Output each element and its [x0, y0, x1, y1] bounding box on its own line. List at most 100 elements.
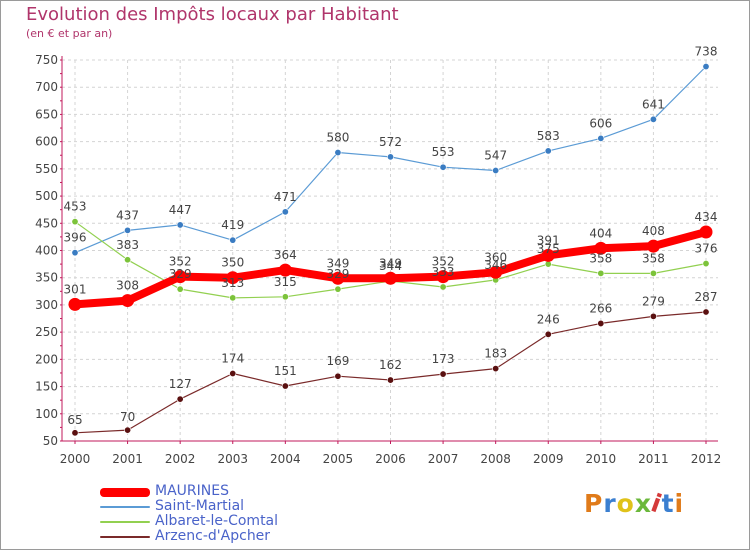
x-tick-label: 2005 — [323, 452, 354, 466]
data-point — [71, 249, 79, 257]
x-tick-label: 2009 — [533, 452, 564, 466]
data-point — [649, 312, 657, 320]
data-label: 447 — [169, 203, 192, 217]
data-label: 329 — [326, 267, 349, 281]
data-label: 333 — [432, 265, 455, 279]
data-label: 434 — [695, 210, 718, 224]
data-point — [699, 225, 713, 239]
x-tick-label: 2010 — [586, 452, 617, 466]
data-label: 641 — [642, 97, 665, 111]
data-point — [71, 429, 79, 437]
data-point — [334, 149, 342, 157]
data-point — [281, 382, 289, 390]
data-point — [597, 319, 605, 327]
data-point — [544, 330, 552, 338]
data-point — [439, 283, 447, 291]
data-label: 350 — [221, 256, 244, 270]
data-label: 408 — [642, 224, 665, 238]
data-label: 375 — [537, 242, 560, 256]
data-point — [331, 271, 345, 285]
x-tick-label: 2007 — [428, 452, 459, 466]
data-label: 315 — [274, 275, 297, 289]
y-tick-label: 200 — [35, 352, 58, 366]
legend-swatch — [100, 536, 150, 538]
y-tick-label: 650 — [35, 107, 58, 121]
data-point — [436, 270, 450, 284]
data-point — [597, 269, 605, 277]
data-label: 266 — [589, 301, 612, 315]
data-point — [124, 256, 132, 264]
data-point — [492, 166, 500, 174]
data-label: 471 — [274, 190, 297, 204]
data-point — [229, 294, 237, 302]
data-label: 437 — [116, 208, 139, 222]
legend-label: Saint-Martial — [155, 498, 245, 514]
data-label: 279 — [642, 294, 665, 308]
data-label: 352 — [169, 255, 192, 269]
data-point — [489, 265, 503, 279]
legend-swatch — [100, 521, 150, 523]
y-tick-label: 50 — [43, 434, 58, 448]
data-label: 419 — [221, 218, 244, 232]
data-point — [176, 285, 184, 293]
data-point — [702, 308, 710, 316]
data-point — [176, 395, 184, 403]
data-label: 308 — [116, 279, 139, 293]
y-tick-label: 100 — [35, 407, 58, 421]
legend-label: Albaret-le-Comtal — [155, 513, 279, 529]
data-label: 65 — [67, 413, 82, 427]
data-point — [334, 285, 342, 293]
data-point — [597, 134, 605, 142]
data-label: 349 — [326, 256, 349, 270]
y-tick-label: 550 — [35, 162, 58, 176]
data-point — [439, 163, 447, 171]
y-tick-label: 400 — [35, 244, 58, 258]
data-label: 404 — [589, 226, 612, 240]
data-point — [492, 365, 500, 373]
chart-subtitle: (en € et par an) — [26, 27, 113, 40]
data-label: 301 — [64, 282, 87, 296]
data-label: 127 — [169, 377, 192, 391]
data-label: 738 — [695, 45, 718, 59]
data-label: 383 — [116, 238, 139, 252]
data-label: 329 — [169, 267, 192, 281]
data-point — [121, 294, 135, 308]
data-point — [649, 269, 657, 277]
data-label: 346 — [484, 258, 507, 272]
data-point — [386, 376, 394, 384]
data-point — [702, 260, 710, 268]
y-tick-label: 350 — [35, 271, 58, 285]
data-point — [173, 270, 187, 284]
x-tick-label: 2006 — [375, 452, 406, 466]
x-tick-label: 2001 — [112, 452, 143, 466]
y-tick-label: 700 — [35, 80, 58, 94]
y-tick-label: 250 — [35, 325, 58, 339]
data-point — [646, 239, 660, 253]
data-point — [124, 226, 132, 234]
data-point — [702, 63, 710, 71]
data-point — [649, 115, 657, 123]
data-point — [278, 263, 292, 277]
data-label: 580 — [326, 131, 349, 145]
data-label: 313 — [221, 276, 244, 290]
data-label: 396 — [64, 231, 87, 245]
y-tick-label: 150 — [35, 380, 58, 394]
data-point — [226, 271, 240, 285]
x-tick-label: 2000 — [60, 452, 91, 466]
data-label: 360 — [484, 250, 507, 264]
x-tick-label: 2011 — [638, 452, 669, 466]
data-point — [334, 372, 342, 380]
legend-label: Arzenc-d'Apcher — [155, 528, 271, 544]
data-label: 553 — [432, 145, 455, 159]
data-label: 183 — [484, 347, 507, 361]
data-label: 547 — [484, 148, 507, 162]
data-point — [124, 426, 132, 434]
data-point — [281, 208, 289, 216]
data-label: 358 — [589, 251, 612, 265]
x-tick-label: 2004 — [270, 452, 301, 466]
x-tick-label: 2003 — [217, 452, 248, 466]
x-tick-label: 2008 — [480, 452, 511, 466]
data-label: 391 — [537, 233, 560, 247]
y-tick-label: 500 — [35, 189, 58, 203]
chart-title: Evolution des Impôts locaux par Habitant — [26, 4, 399, 25]
